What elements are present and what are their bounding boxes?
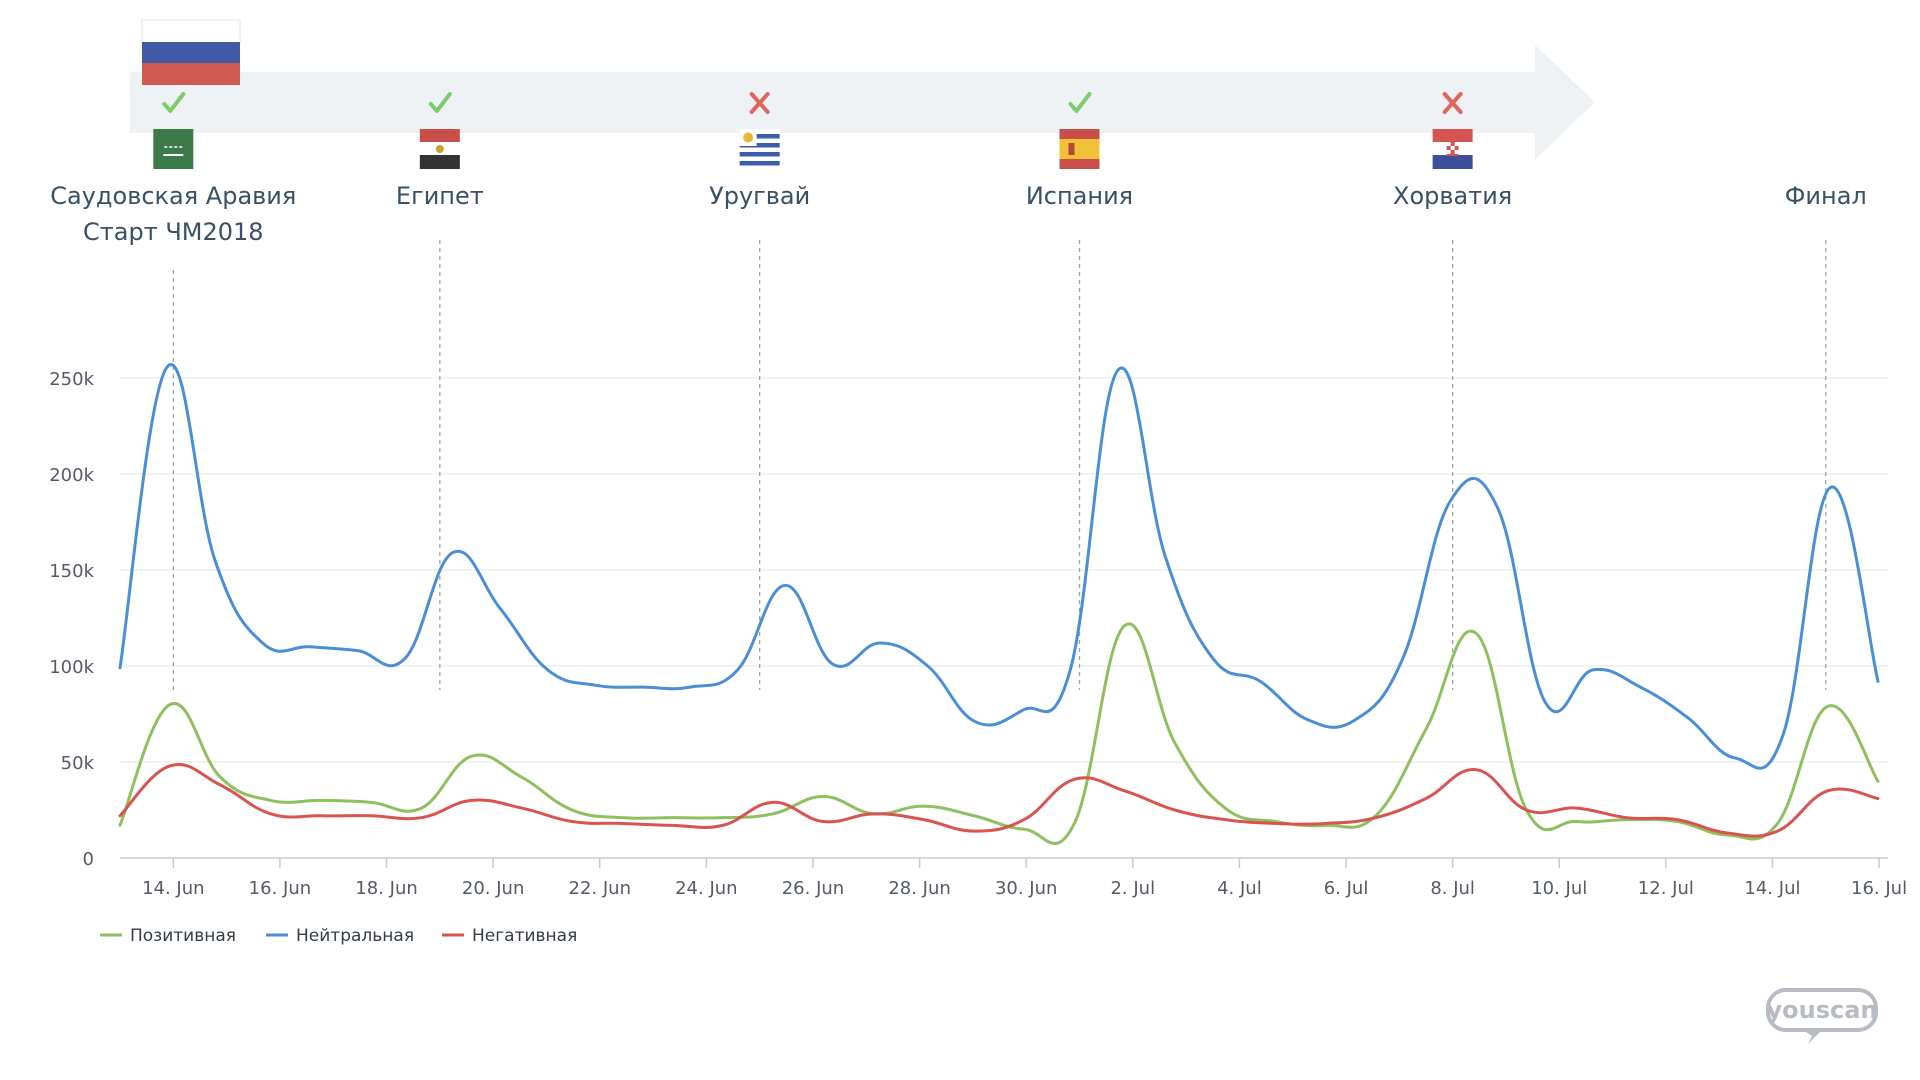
x-tick-label: 24. Jun	[675, 878, 737, 899]
x-tick-label: 2. Jul	[1110, 878, 1155, 899]
event-ksa[interactable]: Саудовская Аравия Старт ЧМ2018	[50, 92, 296, 246]
y-tick-label: 50k	[61, 753, 95, 774]
legend-label-neutral[interactable]: Нейтральная	[296, 926, 414, 946]
event-egypt[interactable]: Египет	[396, 92, 484, 210]
youscan-logo: youscan	[1766, 988, 1878, 1044]
uruguay-flag	[739, 129, 780, 169]
chart-axes: 0 50k 100k 150k 200k 250k 14. Jun 16. Jun 18. Ju…	[49, 369, 1907, 899]
x-tick-label: 20. Jun	[462, 878, 524, 899]
event-spain[interactable]: Испания	[1026, 92, 1133, 210]
x-tick-label: 14. Jun	[142, 878, 204, 899]
series-line-positive[interactable]	[118, 622, 1880, 846]
cross-icon	[749, 92, 770, 114]
x-tick-label: 12. Jul	[1638, 878, 1694, 899]
event-sublabel-ksa: Старт ЧМ2018	[83, 218, 264, 246]
x-tick-label: 10. Jul	[1531, 878, 1587, 899]
y-tick-label: 250k	[49, 369, 94, 390]
event-label-final: Финал	[1785, 182, 1867, 210]
chart-grid	[120, 377, 1888, 763]
saudi-arabia-flag	[153, 129, 194, 169]
x-tick-label: 28. Jun	[888, 878, 950, 899]
croatia-flag	[1432, 129, 1473, 169]
event-final[interactable]: Финал	[1785, 182, 1867, 210]
legend-label-positive[interactable]: Позитивная	[130, 926, 236, 946]
event-label-egypt: Египет	[396, 182, 484, 210]
event-uruguay[interactable]: Уругвай	[709, 92, 810, 210]
x-tick-label: 14. Jul	[1744, 878, 1800, 899]
event-label-uruguay: Уругвай	[709, 182, 810, 210]
y-tick-label: 100k	[49, 657, 94, 678]
check-icon	[1068, 92, 1092, 113]
legend-label-negative[interactable]: Негативная	[472, 926, 577, 946]
check-icon	[162, 92, 186, 113]
russia-flag	[141, 19, 241, 85]
chart-legend: Позитивная Нейтральная Негативная	[100, 926, 577, 946]
x-tick-label: 26. Jun	[782, 878, 844, 899]
event-label-ksa: Саудовская Аравия	[50, 182, 296, 210]
x-tick-label: 6. Jul	[1324, 878, 1369, 899]
series-line-neutral[interactable]	[118, 363, 1880, 770]
y-tick-label: 200k	[49, 465, 94, 486]
event-croatia[interactable]: Хорватия	[1393, 92, 1512, 210]
event-label-croatia: Хорватия	[1393, 182, 1512, 210]
x-tick-label: 4. Jul	[1217, 878, 1262, 899]
chart-series	[118, 363, 1880, 846]
y-tick-label: 0	[83, 849, 94, 870]
x-tick-label: 16. Jul	[1851, 878, 1907, 899]
x-tick-label: 30. Jun	[995, 878, 1057, 899]
event-label-spain: Испания	[1026, 182, 1133, 210]
egypt-flag	[419, 129, 460, 169]
x-tick-label: 16. Jun	[249, 878, 311, 899]
check-icon	[428, 92, 452, 113]
x-tick-label: 18. Jun	[355, 878, 417, 899]
x-tick-label: 22. Jun	[569, 878, 631, 899]
x-tick-label: 8. Jul	[1430, 878, 1475, 899]
series-line-negative[interactable]	[118, 763, 1880, 838]
event-markers	[172, 240, 1827, 690]
match-events: Саудовская Аравия Старт ЧМ2018 Египет Уругв…	[50, 92, 1867, 246]
spain-flag	[1059, 129, 1100, 169]
cross-icon	[1442, 92, 1463, 114]
brand-text: youscan	[1766, 996, 1877, 1024]
timeline-arrow	[130, 45, 1595, 160]
y-tick-label: 150k	[49, 561, 94, 582]
